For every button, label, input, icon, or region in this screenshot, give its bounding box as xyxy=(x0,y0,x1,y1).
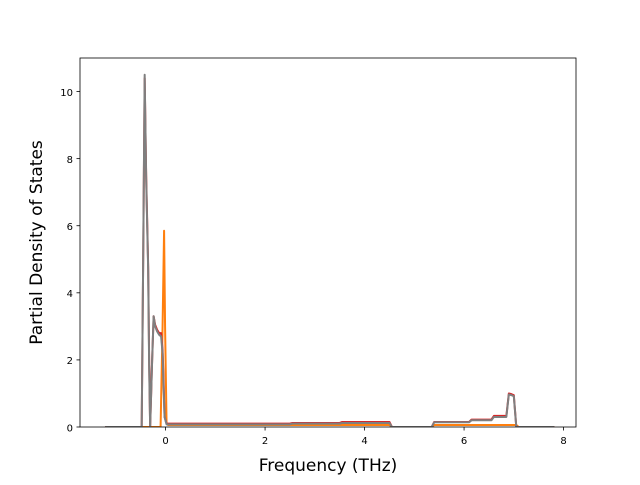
x-tick-label: 8 xyxy=(560,436,566,447)
x-axis-ticks: 0 2 4 6 8 xyxy=(162,427,567,447)
y-tick-label: 10 xyxy=(60,88,73,99)
x-tick-label: 2 xyxy=(262,436,268,447)
plot-area-background xyxy=(80,58,576,427)
x-tick-label: 4 xyxy=(361,436,367,447)
plot-frame xyxy=(79,57,577,428)
x-tick-label: 6 xyxy=(461,436,467,447)
y-tick-label: 8 xyxy=(67,155,73,166)
x-axis-label: Frequency (THz) xyxy=(259,456,398,476)
series-layer xyxy=(104,73,555,427)
series-line-3 xyxy=(104,73,555,427)
x-tick-label: 0 xyxy=(162,436,168,447)
y-axis-ticks: 0 2 4 6 8 10 xyxy=(60,88,80,434)
y-tick-label: 6 xyxy=(67,222,73,233)
y-axis-label: Partial Density of States xyxy=(27,140,47,345)
y-tick-label: 0 xyxy=(67,423,73,434)
y-tick-label: 4 xyxy=(67,289,73,300)
y-tick-label: 2 xyxy=(67,356,73,367)
